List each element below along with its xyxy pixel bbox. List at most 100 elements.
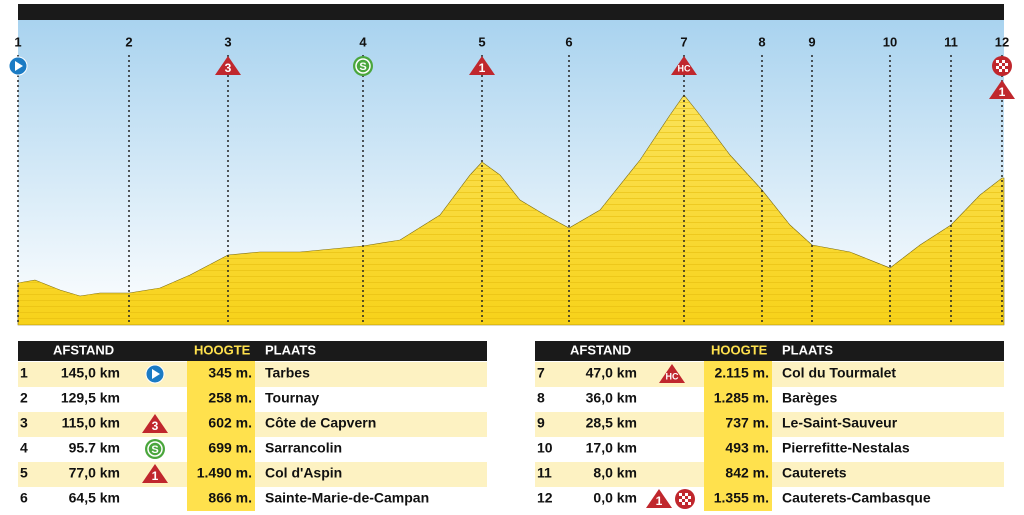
finish-check [685,493,688,496]
row-band [535,412,704,437]
sprint-label: S [151,444,158,456]
row-place: Le-Saint-Sauveur [782,415,898,431]
height-column [704,361,772,511]
finish-check [1002,66,1005,69]
finish-check [682,496,685,499]
row-index: 11 [537,465,552,481]
header-height: HOOGTE [711,342,768,357]
start-arrow [15,61,23,71]
row-place: Pierrefitte-Nestalas [782,440,910,456]
climb-icon [142,464,168,483]
row-height: 866 m. [208,490,252,506]
finish-check [999,69,1002,72]
row-height: 1.355 m. [714,490,769,506]
row-band [255,362,487,387]
row-height: 258 m. [208,390,252,406]
climb-category: HC [678,63,691,73]
marker-label: 6 [565,34,572,49]
row-band [535,462,704,487]
finish-check [682,502,685,505]
row-index: 1 [20,365,28,381]
row-distance: 17,0 km [586,440,637,456]
finish-check [996,60,999,63]
row-index: 6 [20,490,28,506]
marker-label: 2 [125,34,132,49]
climb-icon [989,80,1015,99]
row-distance: 129,5 km [61,390,120,406]
row-height: 2.115 m. [715,365,770,381]
row-index: 4 [20,440,28,456]
marker-label: 7 [680,34,687,49]
marker-label: 5 [478,34,485,49]
row-distance: 36,0 km [586,390,637,406]
table-header [535,341,1004,361]
finish-check [996,66,999,69]
finish-check [1002,60,1005,63]
row-place: Sarrancolin [265,440,342,456]
row-place: Col d'Aspin [265,465,342,481]
row-band [255,462,487,487]
row-index: 5 [20,465,28,481]
sprint-label: S [359,61,366,73]
row-band [255,412,487,437]
finish-check [1005,69,1008,72]
row-index: 2 [20,390,28,406]
header-distance: AFSTAND [53,342,114,357]
sprint-ring [147,441,163,457]
row-distance: 77,0 km [69,465,120,481]
row-index: 7 [537,365,545,381]
row-index: 10 [537,440,553,456]
row-height: 1.285 m. [714,390,769,406]
profile-texture [18,95,1004,325]
marker-label: 12 [995,34,1009,49]
marker-label: 4 [359,34,367,49]
header-distance: AFSTAND [570,342,631,357]
row-index: 12 [537,490,553,506]
row-distance: 64,5 km [69,490,120,506]
row-height: 602 m. [208,415,252,431]
climb-icon [659,364,685,383]
finish-check [688,502,691,505]
row-height: 345 m. [208,365,252,381]
finish-check [688,496,691,499]
sprint-ring [355,58,371,74]
row-index: 8 [537,390,545,406]
row-distance: 115,0 km [62,415,120,431]
climb-category: 3 [152,419,159,433]
header-height: HOOGTE [194,342,251,357]
climb-category: 1 [479,61,486,75]
climb-category: HC [666,371,679,381]
marker-label: 9 [808,34,815,49]
row-height: 842 m. [725,465,769,481]
climb-icon [215,56,241,75]
row-distance: 47,0 km [586,365,637,381]
climb-icon [469,56,495,75]
row-place: Cauterets [782,465,847,481]
row-distance: 8,0 km [593,465,637,481]
row-band [772,412,1004,437]
finish-check [679,499,682,502]
row-distance: 0,0 km [593,490,637,506]
row-place: Tarbes [265,365,310,381]
row-height: 1.490 m. [197,465,252,481]
finish-check [685,499,688,502]
marker-label: 11 [944,34,958,49]
finish-check [999,63,1002,66]
row-band [772,362,1004,387]
marker-label: 8 [758,34,765,49]
row-height: 699 m. [208,440,252,456]
marker-label: 1 [14,34,21,49]
table-header [18,341,487,361]
header-place: PLAATS [265,342,316,357]
finish-check [679,493,682,496]
row-distance: 95.7 km [69,440,120,456]
height-column [187,361,255,511]
row-index: 3 [20,415,28,431]
row-place: Cauterets-Cambasque [782,490,931,506]
row-place: Col du Tourmalet [782,365,896,381]
row-distance: 145,0 km [61,365,120,381]
marker-label: 3 [224,34,231,49]
marker-label: 10 [883,34,897,49]
climb-icon [671,56,697,75]
